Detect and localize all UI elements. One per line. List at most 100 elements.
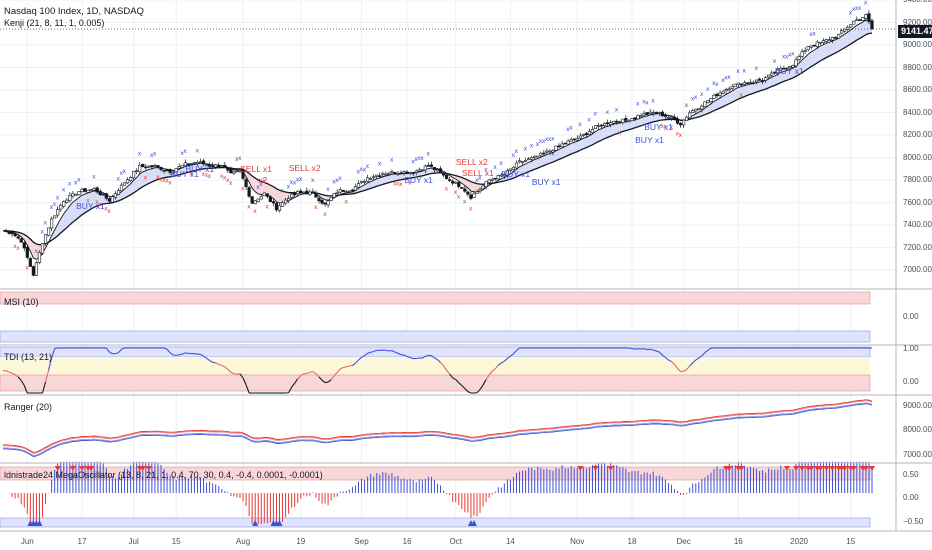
tdi-line-segment	[291, 382, 296, 388]
tdi-line-segment	[330, 375, 335, 381]
kenji-band-segment	[373, 178, 377, 188]
candle-body	[587, 131, 592, 135]
kenji-band-segment	[571, 142, 575, 155]
buy-marker: x	[727, 74, 731, 81]
tdi-line-segment	[516, 347, 520, 351]
candle-body	[31, 266, 35, 276]
tdi-line-segment	[397, 352, 402, 356]
msi-label[interactable]: MSI (10)	[4, 297, 39, 307]
candle-body	[223, 164, 227, 168]
kenji-band-segment	[644, 115, 648, 125]
tdi-line-segment	[48, 357, 53, 371]
kenji-band-segment	[516, 166, 520, 177]
buy-marker: x	[332, 178, 336, 185]
candle-body	[201, 160, 206, 165]
kenji-band-segment	[416, 171, 420, 178]
msi-tick: 0.00	[903, 312, 919, 321]
grid	[0, 0, 895, 530]
candle-body	[153, 165, 157, 168]
candle-body	[220, 165, 224, 168]
candle-body	[375, 174, 379, 177]
candle-body	[757, 78, 762, 81]
candle-body	[13, 233, 17, 237]
sell-signal-label: x2	[258, 175, 268, 186]
sell-marker: x	[223, 175, 227, 182]
candle-body	[682, 119, 686, 126]
tdi-label[interactable]: TDI (13, 21)	[4, 352, 53, 362]
buy-marker: x	[545, 136, 549, 143]
tdi-line-segment	[336, 368, 341, 373]
kenji-band-segment	[94, 190, 98, 208]
kenji-band-segment	[625, 121, 629, 131]
sell-marker: x	[95, 199, 99, 206]
buy-marker: x	[864, 0, 868, 7]
kenji-band-segment	[768, 77, 772, 88]
buy-marker: x	[296, 176, 300, 183]
candle-body	[791, 65, 795, 68]
time-axis-tick: Nov	[570, 537, 585, 546]
buy-marker: x	[68, 180, 72, 187]
tdi-line-segment	[227, 368, 232, 373]
tdi-line-segment	[203, 355, 207, 359]
candle-body	[372, 176, 376, 179]
ranger-label[interactable]: Ranger (20)	[4, 402, 53, 412]
tdi-line-segment	[206, 357, 210, 361]
candle-body	[800, 51, 804, 57]
tdi-line-segment	[643, 348, 648, 351]
tdi-line-segment	[333, 372, 338, 377]
kenji-band-segment	[133, 177, 137, 193]
tdi-line-segment	[163, 347, 168, 350]
tdi-line-segment	[179, 353, 183, 356]
candle-body	[615, 120, 619, 123]
candle-body	[387, 173, 391, 175]
candle-body	[785, 67, 789, 70]
buy-marker: x	[326, 186, 330, 193]
candle-body	[384, 173, 388, 176]
candle-body	[593, 125, 598, 130]
candle-body	[411, 172, 415, 174]
candle-body	[703, 101, 707, 107]
tdi-line-segment	[14, 374, 19, 378]
indicator-label-kenji[interactable]: Kenji (21, 8, 11, 1, 0.005)	[4, 18, 105, 28]
mega-oscillator-label[interactable]: ldnistrade24 MegaOscillator (13, 8, 21, …	[4, 470, 323, 480]
candle-body	[712, 94, 716, 99]
sell-marker: x	[16, 245, 20, 252]
kenji-band-segment	[592, 131, 596, 145]
kenji-band-segment	[157, 167, 161, 180]
kenji-band-segment	[607, 125, 611, 138]
tdi-line-segment	[491, 368, 496, 372]
candle-body	[268, 196, 272, 202]
candle-body	[612, 120, 616, 124]
buy-marker: x	[116, 176, 120, 183]
buy-marker: x	[712, 80, 716, 87]
mega-sell-triangle	[783, 466, 790, 471]
buy-marker: x	[755, 65, 759, 72]
price-axis-tick: 7800.00	[903, 175, 932, 185]
tdi-line-segment	[23, 385, 28, 394]
candle-body	[311, 191, 315, 193]
candle-body	[159, 166, 163, 170]
candle-body	[678, 122, 683, 126]
kenji-band-segment	[252, 175, 256, 192]
buy-marker: x	[642, 99, 646, 106]
kenji-band-segment	[130, 180, 134, 195]
buy-marker: x	[812, 30, 816, 37]
kenji-band-segment	[656, 113, 660, 122]
candle-body	[669, 116, 674, 119]
buy-marker: x	[366, 163, 370, 170]
time-axis-tick: Oct	[449, 537, 462, 546]
kenji-band-segment	[379, 176, 383, 186]
kenji-band-segment	[741, 85, 745, 98]
candle-body	[347, 190, 351, 193]
buy-marker: x	[183, 148, 187, 155]
price-axis-tick: 8000.00	[903, 152, 932, 162]
candle-body	[4, 230, 8, 232]
kenji-band-segment	[382, 175, 386, 185]
candle-body	[460, 187, 464, 189]
buy-marker: x	[50, 204, 54, 211]
tdi-line-segment	[5, 370, 10, 373]
tdi-line-segment	[661, 354, 666, 358]
last-price-tag: 9141.47	[898, 25, 932, 38]
candle-body	[514, 162, 519, 169]
